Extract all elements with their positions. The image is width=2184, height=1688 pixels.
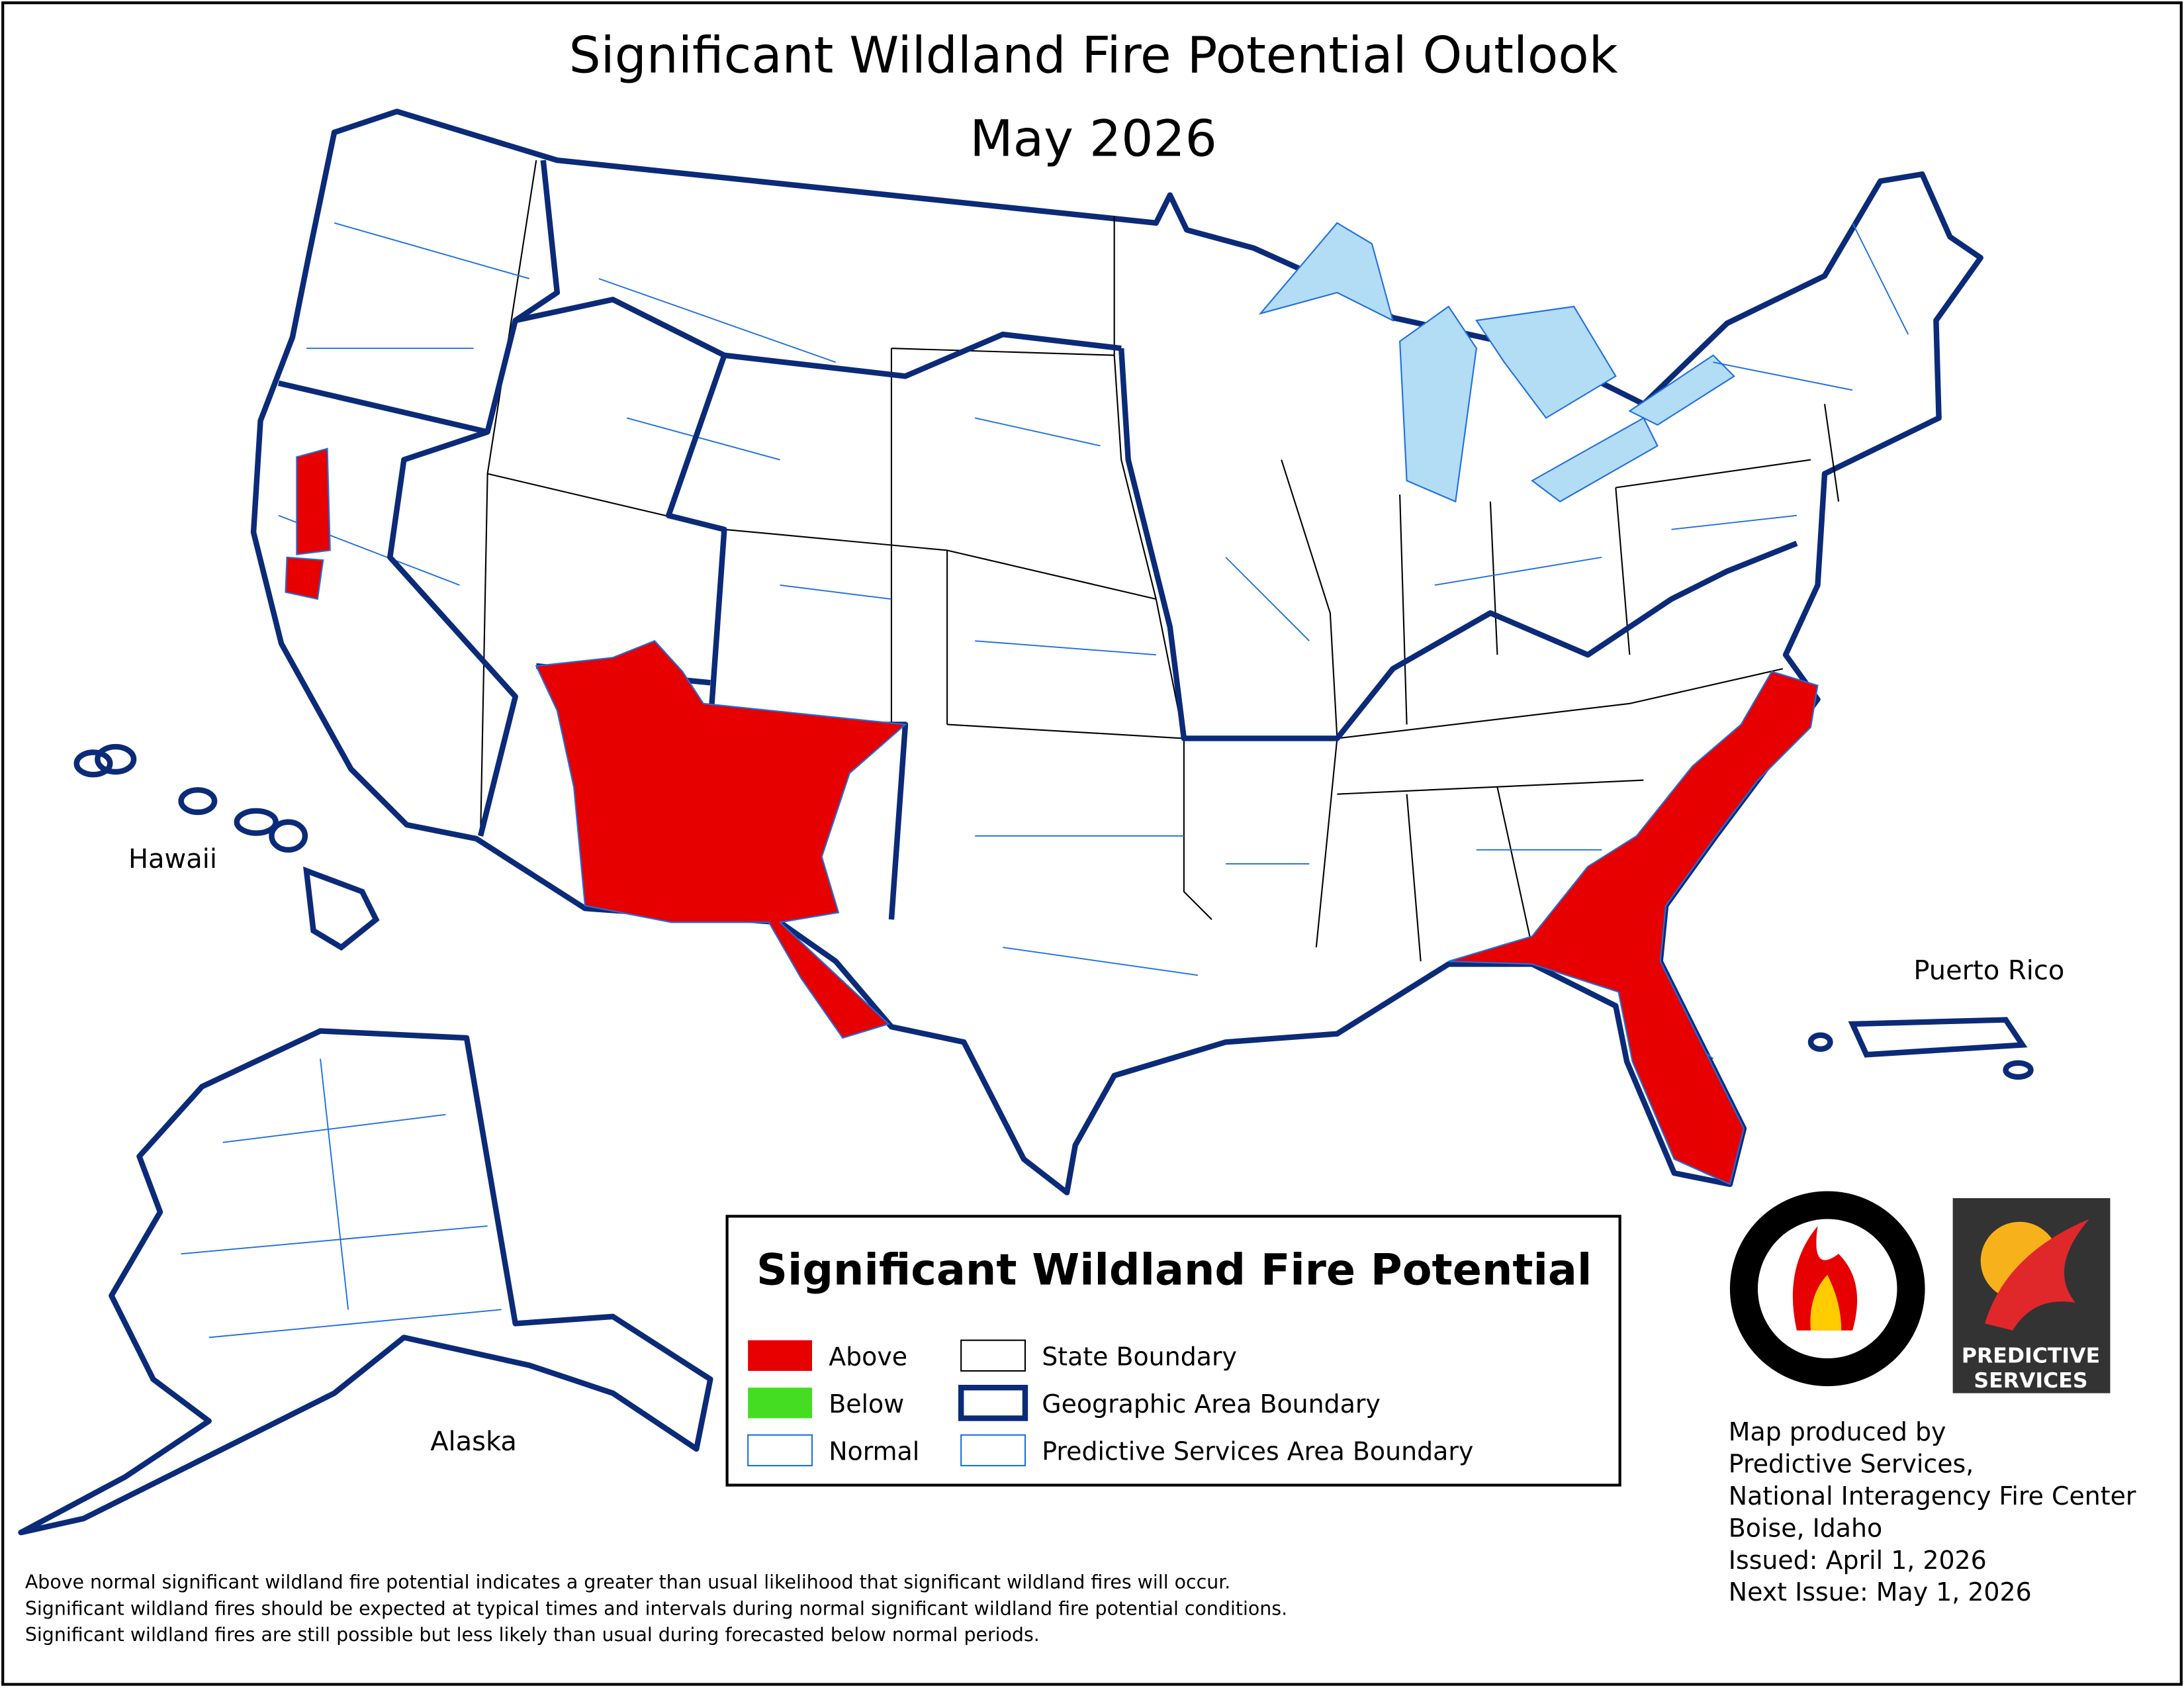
credit-line: Next Issue: May 1, 2026 — [1729, 1577, 2032, 1607]
credit-line: Map produced by — [1729, 1417, 1946, 1446]
state-boundaries — [480, 160, 1840, 962]
ps-flame — [1985, 1219, 2089, 1331]
legend-items: Above Below Normal — [747, 1340, 919, 1467]
note-line: Above normal significant wildland fire p… — [25, 1571, 1230, 1593]
legend: Significant Wildland Fire Potential Abov… — [725, 1215, 1621, 1487]
title: Significant Wildland Fire Potential Outl… — [569, 26, 1618, 84]
ps-text: PREDICTIVE — [1962, 1344, 2100, 1368]
notes: Above normal significant wildland fire p… — [25, 1571, 1287, 1646]
above-area — [535, 639, 907, 1039]
credit-line: Predictive Services, — [1729, 1450, 1974, 1479]
ga-swatch — [958, 1385, 1028, 1421]
hawaii — [73, 743, 380, 951]
legend-swatch — [748, 1387, 812, 1419]
legend-swatch — [747, 1434, 813, 1467]
alaska-psa — [181, 1058, 502, 1338]
note-line: Significant wildland fires are still pos… — [25, 1624, 1040, 1646]
note-line: Significant wildland fires should be exp… — [25, 1597, 1287, 1619]
psa-boundaries — [278, 222, 1909, 1060]
legend-label: Normal — [829, 1437, 919, 1466]
above-area — [285, 447, 331, 600]
credit-line: Boise, Idaho — [1729, 1513, 1882, 1542]
map-label: Alaska — [430, 1427, 517, 1457]
ps-text: SERVICES — [1974, 1369, 2087, 1393]
great-lakes — [1258, 222, 1735, 503]
map-label: Puerto Rico — [1913, 956, 2064, 986]
legend-label: Geographic Area Boundary — [1042, 1389, 1381, 1419]
legend-label: Predictive Services Area Boundary — [1042, 1437, 1473, 1466]
legend-title: Significant Wildland Fire Potential — [756, 1244, 1592, 1295]
above-area — [1448, 671, 1819, 1186]
credit-line: National Interagency Fire Center — [1729, 1481, 2136, 1511]
legend-swatch — [748, 1340, 812, 1371]
legend-box — [725, 1215, 1621, 1487]
legend-label: Above — [829, 1342, 907, 1372]
above-normal-areas — [285, 447, 1819, 1186]
ps-logo: PREDICTIVE SERVICES — [1952, 1197, 2111, 1393]
credits: Map produced by Predictive Services,Natio… — [1729, 1417, 2136, 1607]
puerto-rico — [1807, 1017, 2034, 1080]
credit-line: Issued: April 1, 2026 — [1729, 1546, 1987, 1575]
map-label: Hawaii — [128, 844, 217, 874]
state-swatch — [960, 1339, 1026, 1372]
legend-label: Below — [829, 1389, 904, 1419]
logo-flame — [1810, 1274, 1842, 1331]
logo-text: Boise, Idaho — [1794, 1359, 1862, 1372]
psa-swatch — [960, 1434, 1026, 1467]
alaska — [18, 1028, 713, 1536]
subtitle: May 2026 — [970, 110, 1216, 168]
legend-label: State Boundary — [1042, 1342, 1237, 1372]
